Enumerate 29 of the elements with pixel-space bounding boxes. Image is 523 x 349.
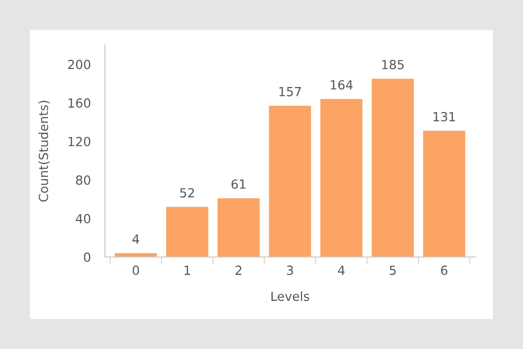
bar: [423, 130, 466, 257]
y-axis-title: Count(Students): [38, 100, 50, 202]
data-label: 4: [132, 234, 140, 244]
data-label: 185: [382, 60, 404, 70]
x-tick-label: 2: [236, 266, 242, 275]
data-label: 164: [330, 80, 353, 90]
bar: [218, 198, 260, 257]
x-tick-label: 5: [390, 266, 396, 276]
x-tick-label: 3: [286, 266, 293, 276]
x-tick-label: 6: [441, 266, 448, 276]
data-label: 131: [434, 112, 455, 122]
bar: [114, 253, 157, 257]
y-tick-label: 40: [76, 214, 90, 224]
y-tick-label: 160: [68, 98, 90, 108]
bar: [372, 78, 414, 257]
data-label: 157: [279, 87, 301, 96]
bar: [166, 206, 208, 257]
x-tick-label: 1: [184, 266, 190, 275]
y-tick-label: 120: [68, 136, 90, 146]
data-label: 52: [180, 188, 194, 198]
y-tick-label: 200: [68, 60, 90, 70]
y-tick-label: 80: [76, 175, 90, 185]
x-tick-label: 4: [338, 266, 345, 275]
y-tick-label: 0: [84, 252, 90, 262]
bar: [320, 98, 362, 257]
x-tick-label: 0: [132, 266, 139, 276]
data-label: 61: [232, 179, 246, 189]
bar: [268, 106, 312, 257]
x-axis-title: Levels: [271, 291, 310, 301]
